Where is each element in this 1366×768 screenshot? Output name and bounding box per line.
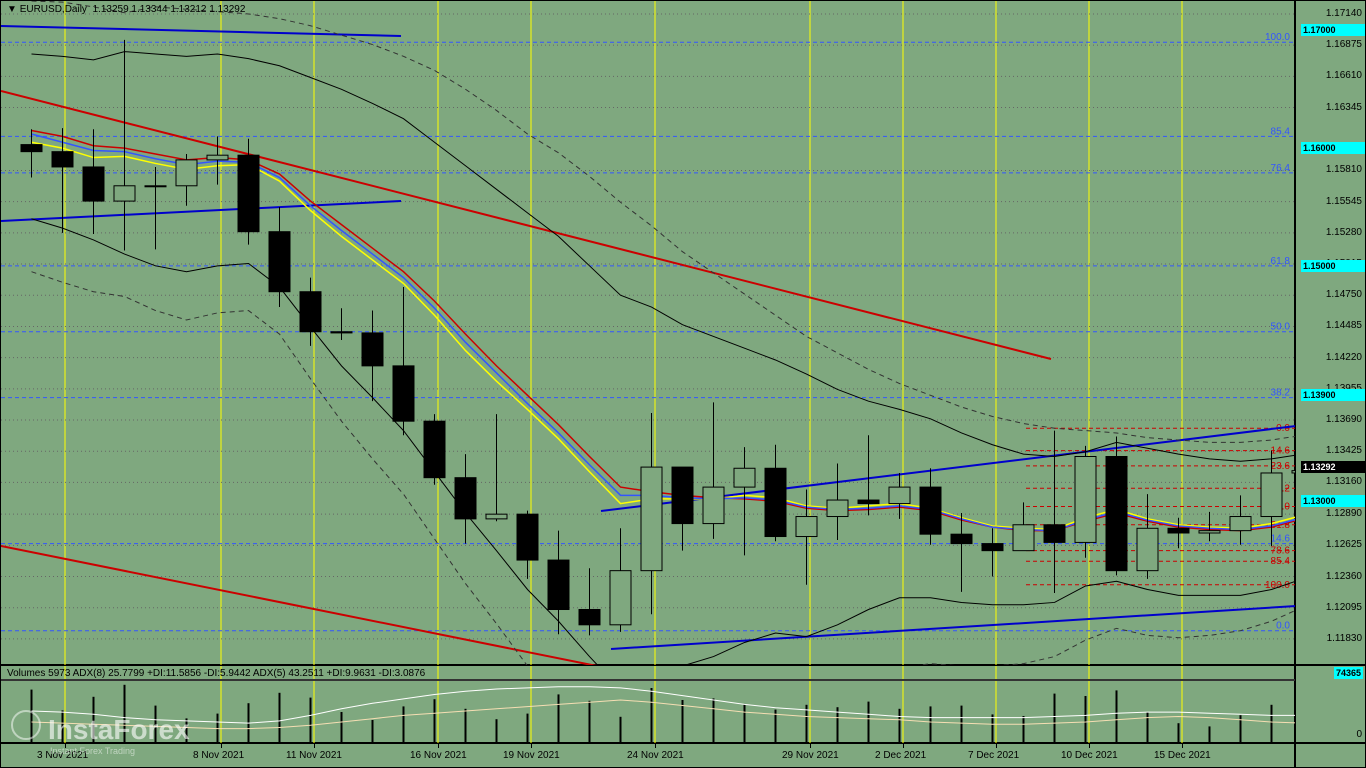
price-chart[interactable]: 0.0 14.6 38.2 50.0 61.8 76.4 85.4 100.0 0.0 14.6 2… [0, 0, 1295, 665]
indicator-max: 74365 [1334, 667, 1363, 679]
svg-text:76.4: 76.4 [1271, 163, 1291, 174]
time-tick: 2 Dec 2021 [875, 750, 926, 761]
price-tick: 1.17140 [1326, 8, 1362, 19]
price-tick: 1.15810 [1326, 164, 1362, 175]
svg-text:61.8: 61.8 [1271, 520, 1291, 531]
svg-text:78.6: 78.6 [1271, 546, 1291, 557]
svg-text:50.0: 50.0 [1271, 502, 1291, 513]
indicator-zero: 0 [1356, 729, 1362, 740]
time-tick: 15 Dec 2021 [1154, 750, 1211, 761]
time-tick: 24 Nov 2021 [627, 750, 684, 761]
time-tick: 7 Dec 2021 [968, 750, 1019, 761]
price-tick: 1.16875 [1326, 39, 1362, 50]
current-price-marker: 1.13292 [1301, 461, 1365, 473]
price-level-highlight: 1.13900 [1301, 389, 1365, 401]
price-tick: 1.13160 [1326, 476, 1362, 487]
time-tick: 19 Nov 2021 [503, 750, 560, 761]
time-tick: 8 Nov 2021 [193, 750, 244, 761]
time-tick: 11 Nov 2021 [286, 750, 342, 761]
svg-text:38.2: 38.2 [1271, 483, 1291, 494]
svg-text:0.0: 0.0 [1276, 621, 1290, 632]
price-tick: 1.12095 [1326, 602, 1362, 613]
price-tick: 1.11830 [1327, 633, 1362, 644]
svg-text:0.0: 0.0 [1276, 423, 1290, 434]
watermark-subtext: Instant Forex Trading [50, 746, 135, 756]
price-tick: 1.12360 [1326, 571, 1362, 582]
price-level-highlight: 1.17000 [1301, 24, 1365, 36]
svg-text:14.6: 14.6 [1271, 534, 1291, 545]
price-tick: 1.14220 [1326, 352, 1362, 363]
price-tick: 1.16345 [1326, 102, 1362, 113]
price-tick: 1.12890 [1326, 508, 1362, 519]
time-axis: 3 Nov 20218 Nov 202111 Nov 202116 Nov 20… [0, 743, 1295, 768]
price-tick: 1.16610 [1326, 70, 1362, 81]
indicator-panel[interactable]: Volumes 5973 ADX(8) 25.7799 +DI:11.5856 … [0, 665, 1295, 743]
time-tick: 16 Nov 2021 [410, 750, 467, 761]
chart-container: 0.0 14.6 38.2 50.0 61.8 76.4 85.4 100.0 0.0 14.6 2… [0, 0, 1366, 768]
time-tick: 29 Nov 2021 [782, 750, 839, 761]
price-axis: 1.17140 1.16875 1.16610 1.16345 1.15810 1.155… [1295, 0, 1366, 665]
svg-text:50.0: 50.0 [1271, 322, 1291, 333]
price-tick: 1.14485 [1326, 320, 1362, 331]
svg-text:38.2: 38.2 [1271, 388, 1291, 399]
price-tick: 1.15545 [1326, 196, 1362, 207]
time-axis-corner [1295, 743, 1366, 768]
price-level-highlight: 1.13000 [1301, 495, 1365, 507]
price-level-highlight: 1.15000 [1301, 260, 1365, 272]
svg-text:85.4: 85.4 [1271, 556, 1291, 567]
indicator-header: Volumes 5973 ADX(8) 25.7799 +DI:11.5856 … [7, 668, 425, 679]
ohlc-header: ▼ EURUSD,Daily 1.13259 1.13344 1.13212 1… [7, 4, 245, 15]
svg-text:23.6: 23.6 [1271, 461, 1291, 472]
svg-text:100.0: 100.0 [1265, 32, 1290, 43]
price-tick: 1.14750 [1326, 289, 1362, 300]
price-level-highlight: 1.16000 [1301, 142, 1365, 154]
time-tick: 10 Dec 2021 [1061, 750, 1118, 761]
svg-text:85.4: 85.4 [1271, 126, 1291, 137]
indicator-axis: 74365 0 [1295, 665, 1366, 743]
price-tick: 1.15280 [1326, 227, 1362, 238]
price-tick: 1.12625 [1326, 539, 1362, 550]
watermark-icon [11, 710, 41, 740]
svg-text:61.8: 61.8 [1271, 256, 1291, 267]
watermark-text: InstaForex [48, 714, 190, 746]
price-tick: 1.13690 [1326, 414, 1362, 425]
svg-text:14.6: 14.6 [1271, 446, 1291, 457]
price-tick: 1.13425 [1326, 445, 1362, 456]
svg-text:100.0: 100.0 [1265, 580, 1290, 591]
